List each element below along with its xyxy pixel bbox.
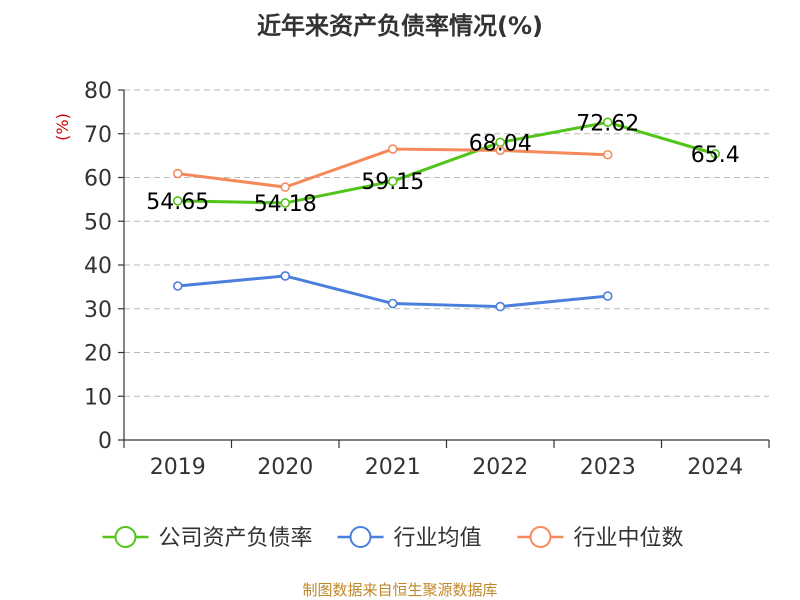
legend-swatch-marker [349,526,372,548]
data-point [387,144,398,154]
data-point [387,176,398,187]
legend-label: 公司资产负债率 [159,526,313,551]
data-label: 54.18 [254,192,317,217]
data-point [172,168,183,179]
data-point [602,117,613,128]
data-point [280,182,291,192]
series-lines [172,117,721,312]
data-point [280,271,291,281]
x-tick-label: 2024 [687,455,743,480]
data-label: 72.62 [576,111,639,136]
y-tick-label: 50 [84,210,112,235]
data-labels: 54.65 54.18 59.15 68.04 72.62 65.4 [146,111,739,217]
x-tick-label: 2023 [580,455,636,480]
y-tick-label: 80 [84,79,112,104]
axes: 0 10 20 30 40 50 60 70 80 2019 2020 2021 2022 2023 202… [84,79,770,480]
legend-swatch-marker [529,526,552,548]
x-tick-label: 2020 [257,455,313,480]
y-tick-label: 0 [98,429,112,454]
data-label: 59.15 [361,170,424,195]
data-point [280,198,291,208]
x-tick-label: 2022 [472,455,528,480]
data-point [387,298,398,309]
y-tick-label: 70 [84,123,112,148]
y-tick-label: 40 [84,254,112,279]
y-tick-label: 60 [84,167,112,192]
legend-label: 行业中位数 [574,526,684,551]
data-point [495,301,506,312]
legend-label: 行业均值 [394,526,482,551]
source-note: 制图数据来自恒生聚源数据库 [302,581,497,599]
y-axis-unit-label: (%) [53,113,72,141]
data-point [172,281,183,291]
data-point [495,145,506,156]
chart-title: 近年来资产负债率情况(%) [257,12,543,40]
grid-lines [124,89,769,397]
y-tick-label: 30 [84,298,112,323]
series-line-1 [176,120,717,205]
data-label: 65.4 [691,143,740,168]
data-point [602,149,613,160]
data-label: 54.65 [146,190,209,215]
data-point [710,149,721,159]
x-tick-label: 2019 [150,455,206,480]
y-tick-label: 10 [84,385,112,410]
data-point [172,196,183,206]
x-tick-label: 2021 [365,455,421,480]
legend: 公司资产负债率 行业均值 行业中位数 [102,526,684,551]
legend-swatch-marker [114,526,137,548]
y-tick-label: 20 [84,342,112,367]
data-label: 68.04 [469,131,532,156]
data-point [602,291,613,301]
